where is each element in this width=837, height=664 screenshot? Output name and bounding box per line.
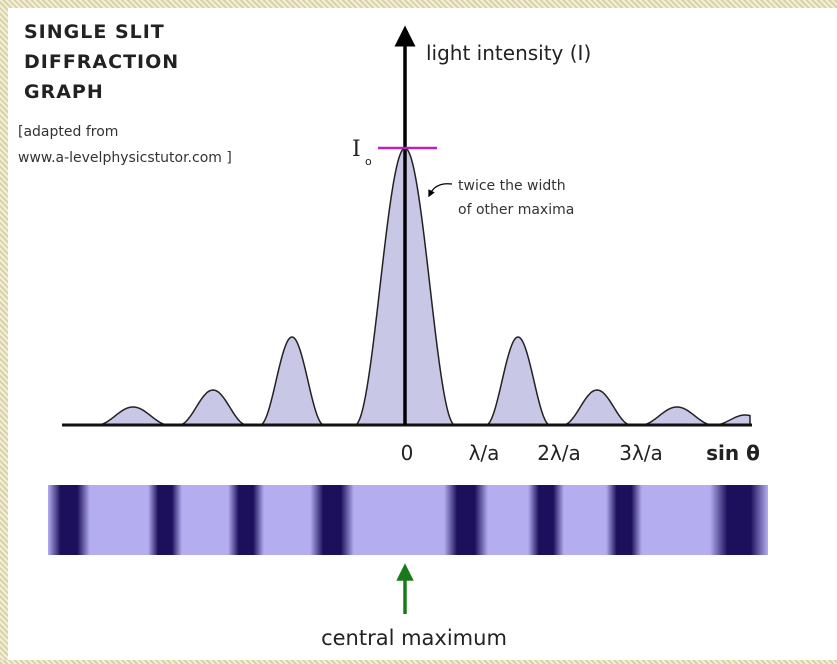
- x-label: 0: [401, 441, 414, 465]
- x-title: sin θ: [706, 441, 760, 465]
- dark-fringe: [48, 485, 90, 555]
- diagram: SINGLE SLIT DIFFRACTION GRAPH [adapted f…: [18, 21, 768, 650]
- peak-symbol: I: [352, 137, 361, 162]
- dark-fringe: [228, 485, 264, 555]
- annotation: of other maxima: [458, 202, 574, 218]
- title-line: SINGLE SLIT: [24, 21, 165, 43]
- annotation: twice the width: [458, 178, 566, 194]
- x-label: 2λ/a: [537, 441, 581, 465]
- pointer-label: central maximum: [321, 626, 507, 650]
- y-axis-label: light intensity (I): [426, 41, 591, 65]
- page: SINGLE SLIT DIFFRACTION GRAPH [adapted f…: [8, 8, 837, 660]
- dark-fringe: [148, 485, 182, 555]
- x-label: 3λ/a: [619, 441, 663, 465]
- x-label: λ/a: [469, 441, 500, 465]
- credit: [adapted from: [18, 124, 118, 140]
- dark-fringe: [528, 485, 564, 555]
- credit: www.a-levelphysicstutor.com ]: [18, 150, 232, 166]
- title-line: DIFFRACTION: [24, 51, 179, 73]
- dark-fringe: [310, 485, 354, 555]
- dark-fringe: [710, 485, 768, 555]
- peak-subscript: o: [365, 155, 372, 168]
- annotation-arrow: [428, 183, 453, 198]
- dark-fringe: [606, 485, 642, 555]
- title-line: GRAPH: [24, 81, 104, 103]
- dark-fringe: [444, 485, 488, 555]
